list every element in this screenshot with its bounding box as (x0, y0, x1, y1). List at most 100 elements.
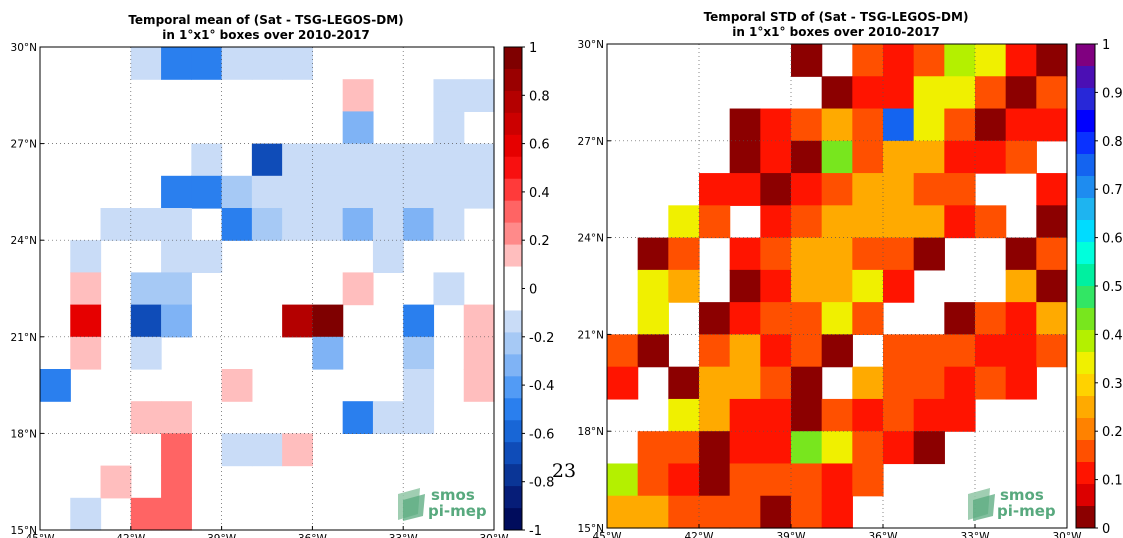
heatmap-cell (729, 173, 761, 206)
y-tick-label: 27°N (11, 139, 37, 151)
colorbar-segment (504, 442, 522, 465)
heatmap-cell (637, 334, 669, 368)
heatmap-cell (913, 173, 945, 206)
heatmap-cell (821, 463, 853, 497)
heatmap-cell (791, 44, 823, 77)
heatmap-cell (130, 47, 162, 80)
logo-line-1: smos (1000, 486, 1044, 504)
heatmap-cell (699, 431, 731, 465)
colorbar-segment (1076, 88, 1095, 111)
colorbar-segment (1076, 352, 1095, 375)
heatmap-cell (1005, 302, 1037, 335)
heatmap-cell (403, 401, 435, 434)
heatmap-cell (975, 302, 1007, 335)
colorbar-tick-label: -0.4 (529, 379, 554, 394)
heatmap-cell (852, 44, 884, 77)
heatmap-cell (607, 334, 639, 368)
x-tick-label: 33°W (961, 531, 991, 538)
heatmap-cell (1036, 173, 1068, 206)
heatmap-cell (821, 76, 853, 110)
colorbar-segment (1076, 484, 1095, 507)
heatmap-cell (883, 269, 915, 303)
heatmap-cell (342, 175, 374, 209)
heatmap-cell (403, 336, 435, 370)
heatmap-cell (130, 497, 162, 531)
heatmap-cell (791, 205, 823, 239)
colorbar-tick-label: 0.6 (529, 138, 550, 153)
heatmap-cell (729, 140, 761, 174)
colorbar-segment (1076, 286, 1095, 309)
colorbar-segment (504, 68, 522, 92)
heatmap-cell (791, 269, 823, 303)
heatmap-cell (70, 336, 102, 370)
heatmap-cell (161, 497, 192, 531)
heatmap-cell (668, 398, 700, 432)
x-tick-label: 36°W (298, 533, 328, 538)
heatmap-cell (760, 205, 792, 239)
heatmap-cell (282, 304, 313, 338)
heatmap-cell (944, 334, 976, 368)
heatmap-cell (852, 398, 884, 432)
heatmap-cell (729, 463, 761, 497)
heatmap-cell (130, 401, 162, 434)
heatmap-cell (282, 175, 313, 209)
heatmap-cell (883, 205, 915, 239)
heatmap-cell (944, 140, 976, 174)
heatmap-cell (944, 173, 976, 206)
heatmap-cell (913, 237, 945, 271)
colorbar-segment (504, 288, 522, 311)
heatmap-cell (944, 398, 976, 432)
heatmap-cell (1005, 366, 1037, 400)
heatmap-cell (852, 302, 884, 335)
heatmap-cell (282, 208, 313, 241)
heatmap-cell (791, 108, 823, 142)
colorbar-segment (1076, 330, 1095, 353)
heatmap-cell (883, 173, 915, 206)
heatmap-cell (433, 208, 465, 241)
heatmap-cell (883, 398, 915, 432)
heatmap-cell (791, 237, 823, 271)
heatmap-cell (821, 237, 853, 271)
colorbar-segment (504, 200, 522, 224)
colorbar-segment (504, 156, 522, 180)
heatmap-cell (312, 304, 344, 338)
logo-waves-icon (968, 488, 995, 521)
heatmap-cell (463, 79, 495, 112)
heatmap-cell (852, 76, 884, 110)
colorbar-segment (504, 222, 522, 245)
heatmap-cell (251, 143, 283, 177)
heatmap-cell (403, 143, 435, 177)
heatmap-cell (161, 240, 192, 273)
heatmap-cell (342, 208, 374, 241)
heatmap-cell (668, 237, 700, 271)
heatmap-cell (883, 44, 915, 77)
colorbar-tick-label: 0.4 (529, 186, 550, 201)
heatmap-cell (433, 143, 465, 177)
heatmap-cell (729, 495, 761, 529)
x-tick-label: 42°W (116, 533, 146, 538)
std-difference-panel: Temporal STD of (Sat - TSG-LEGOS-DM) in … (578, 10, 1123, 538)
heatmap-cell (913, 140, 945, 174)
heatmap-cell (760, 495, 792, 529)
heatmap-cell (161, 47, 192, 80)
heatmap-cell (821, 495, 853, 529)
colorbar-tick-label: 0.4 (1102, 328, 1123, 343)
heatmap-cell (760, 398, 792, 432)
heatmap-cell (403, 369, 435, 402)
colorbar-segment (504, 47, 522, 70)
colorbar-segment (504, 266, 522, 289)
colorbar-tick-label: -0.8 (529, 476, 554, 491)
heatmap-cell (729, 398, 761, 432)
heatmap-cell (70, 240, 102, 273)
gridlines (607, 44, 1067, 528)
heatmap-cell (821, 108, 853, 142)
heatmap-cell (1005, 334, 1037, 368)
heatmap-cell (161, 304, 192, 338)
heatmap-cell (221, 208, 253, 241)
heatmap-cell (433, 175, 465, 209)
heatmap-cell (883, 237, 915, 271)
heatmap-cell (883, 140, 915, 174)
heatmap-cell (791, 495, 823, 529)
heatmap-cell (251, 433, 283, 467)
heatmap-cell (161, 208, 192, 241)
